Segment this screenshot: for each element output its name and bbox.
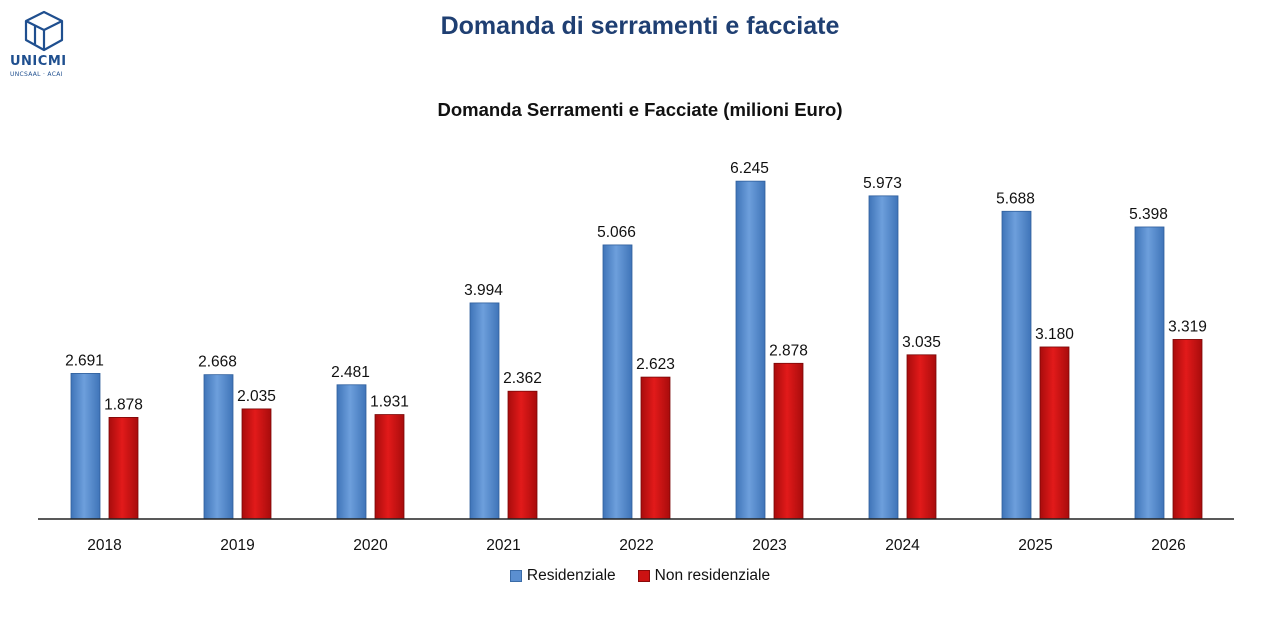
legend-swatch-residenziale (509, 570, 522, 582)
bar-residenziale-2020 (336, 384, 367, 520)
bar-residenziale-2021 (469, 302, 500, 520)
bar-residenziale-2018 (70, 373, 101, 520)
x-tick-label-2026: 2026 (1151, 537, 1185, 554)
bar-non-residenziale-2019 (241, 408, 272, 520)
bar-non-residenziale-2026 (1172, 339, 1203, 520)
bar-non-residenziale-2018 (108, 417, 139, 520)
x-tick-label-2021: 2021 (486, 537, 520, 554)
bar-residenziale-2019 (203, 374, 234, 520)
data-label-non-residenziale-2019: 2.035 (237, 388, 276, 405)
bar-non-residenziale-2023 (773, 362, 804, 520)
legend-swatch-non-residenziale (637, 570, 650, 582)
bar-non-residenziale-2025 (1039, 346, 1070, 520)
bar-residenziale-2025 (1001, 210, 1032, 520)
bar-residenziale-2026 (1134, 226, 1165, 520)
x-tick-label-2019: 2019 (220, 537, 254, 554)
data-label-residenziale-2021: 3.994 (464, 282, 503, 299)
x-tick-label-2018: 2018 (87, 537, 121, 554)
data-label-non-residenziale-2018: 1.878 (104, 396, 143, 413)
bar-residenziale-2023 (735, 180, 766, 520)
data-label-non-residenziale-2021: 2.362 (503, 370, 542, 387)
data-label-non-residenziale-2026: 3.319 (1168, 318, 1207, 335)
legend-label-residenziale: Residenziale (526, 567, 616, 584)
legend-item-non-residenziale: Non residenziale (637, 567, 771, 585)
logo-subtitle: UNCSAAL · ACAI (10, 71, 63, 78)
x-tick-label-2024: 2024 (885, 537, 920, 554)
bar-residenziale-2024 (868, 195, 899, 520)
data-label-residenziale-2024: 5.973 (863, 175, 902, 192)
data-label-residenziale-2018: 2.691 (65, 352, 104, 369)
data-label-residenziale-2022: 5.066 (597, 224, 636, 241)
unicmi-logo (24, 10, 64, 52)
data-label-residenziale-2020: 2.481 (331, 364, 370, 381)
data-label-non-residenziale-2025: 3.180 (1035, 326, 1074, 343)
data-label-residenziale-2019: 2.668 (198, 354, 237, 371)
legend-item-residenziale: Residenziale (509, 567, 616, 585)
data-label-non-residenziale-2022: 2.623 (636, 356, 675, 373)
data-label-non-residenziale-2020: 1.931 (370, 394, 409, 411)
data-label-residenziale-2023: 6.245 (730, 160, 769, 177)
legend-label-non-residenziale: Non residenziale (654, 567, 771, 584)
data-label-non-residenziale-2023: 2.878 (769, 342, 808, 359)
logo-name: UNICMI (10, 54, 67, 69)
x-tick-label-2023: 2023 (752, 537, 786, 554)
data-label-residenziale-2025: 5.688 (996, 190, 1035, 207)
chart-title: Domanda Serramenti e Facciate (milioni E… (437, 99, 843, 120)
x-tick-label-2022: 2022 (619, 537, 653, 554)
data-label-non-residenziale-2024: 3.035 (902, 334, 941, 351)
x-tick-label-2020: 2020 (353, 537, 388, 554)
bar-non-residenziale-2022 (640, 376, 671, 520)
page-title: Domanda di serramenti e facciate (440, 12, 840, 40)
bar-non-residenziale-2020 (374, 414, 405, 520)
bar-non-residenziale-2021 (507, 390, 538, 520)
legend: Residenziale Non residenziale (0, 567, 1280, 585)
bar-residenziale-2022 (602, 244, 633, 520)
data-label-residenziale-2026: 5.398 (1129, 206, 1168, 223)
bar-non-residenziale-2024 (906, 354, 937, 520)
x-tick-label-2025: 2025 (1018, 537, 1052, 554)
